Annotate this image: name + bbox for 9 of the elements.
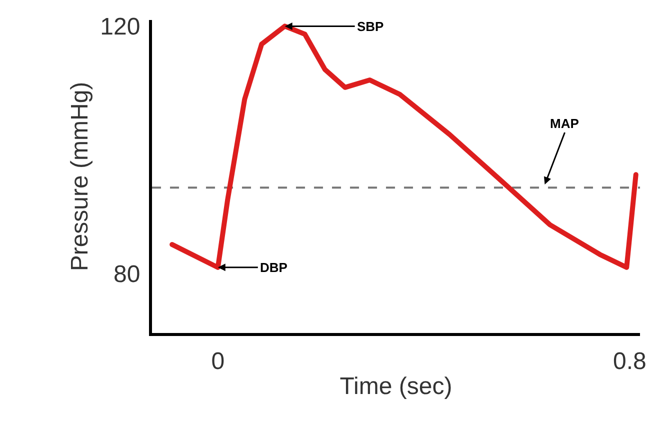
annotation: DBP bbox=[260, 260, 288, 275]
x-tick-label: 0 bbox=[211, 348, 225, 375]
annotation: SBP bbox=[357, 19, 384, 34]
y-axis-title: Pressure (mmHg) bbox=[66, 82, 94, 272]
x-tick-label: 0.8 bbox=[613, 348, 646, 375]
y-tick-label: 120 bbox=[100, 14, 140, 41]
x-axis-title: Time (sec) bbox=[340, 373, 452, 400]
annotation: MAP bbox=[550, 116, 580, 131]
y-tick-label: 80 bbox=[113, 261, 140, 288]
